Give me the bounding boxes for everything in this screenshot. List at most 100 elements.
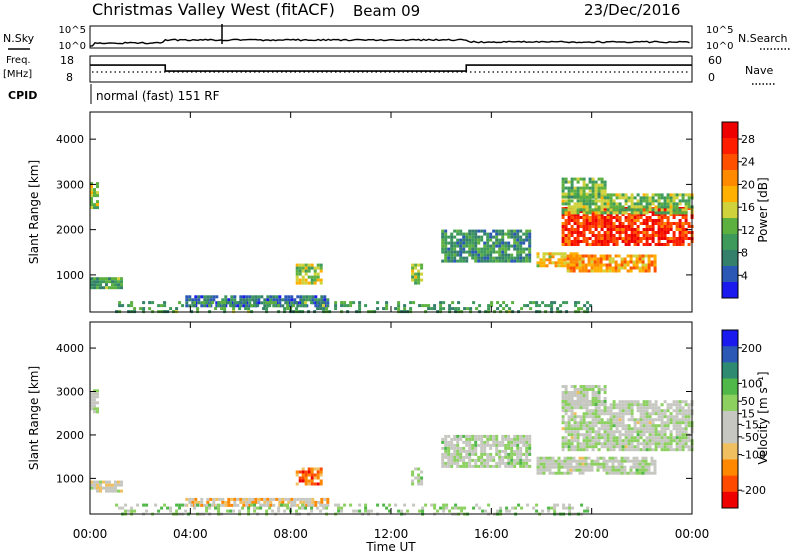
power-echo-cell [456, 244, 460, 248]
velocity-echo-cell [615, 421, 619, 425]
velocity-echo-cell [636, 418, 640, 422]
velocity-echo-cell [358, 503, 362, 507]
power-echo-cell [93, 188, 96, 192]
velocity-echo-cell [666, 403, 670, 407]
velocity-echo-cell [684, 442, 688, 446]
velocity-echo-cell [576, 421, 580, 425]
power-echo-cell [295, 272, 299, 276]
power-echo-cell [447, 247, 451, 251]
velocity-echo-cell [602, 459, 606, 463]
velocity-echo-cell [566, 459, 570, 463]
velocity-echo-cell [644, 456, 648, 460]
velocity-echo-cell [600, 433, 604, 437]
velocity-echo-cell [298, 476, 302, 480]
velocity-echo-cell [580, 503, 584, 507]
power-echo-cell [193, 301, 197, 305]
power-echo-cell [117, 280, 120, 284]
power-echo-cell [450, 259, 454, 263]
power-echo-cell [411, 269, 415, 273]
power-echo-cell [660, 237, 664, 240]
velocity-echo-cell [471, 464, 475, 468]
velocity-echo-cell [230, 497, 234, 501]
velocity-echo-cell [542, 456, 546, 460]
power-echo-cell [675, 225, 679, 228]
power-echo-cell [486, 259, 490, 263]
power-echo-cell [633, 222, 637, 225]
power-echo-cell [313, 272, 317, 276]
velocity-echo-cell [614, 465, 618, 469]
velocity-echo-cell [654, 424, 658, 428]
velocity-echo-cell [638, 471, 642, 475]
power-echo-cell [220, 301, 224, 305]
velocity-echo-cell [597, 403, 601, 407]
velocity-echo-cell [641, 465, 645, 469]
velocity-echo-cell [111, 483, 114, 487]
power-echo-cell [635, 266, 639, 270]
velocity-echo-cell [105, 486, 108, 490]
velocity-echo-cell [465, 434, 469, 438]
power-echo-cell [539, 261, 543, 265]
power-echo-cell [319, 281, 323, 285]
velocity-echo-cell [308, 500, 312, 504]
power-echo-cell [486, 247, 490, 251]
power-echo-cell [462, 250, 466, 254]
velocity-echo-cell [319, 470, 323, 474]
power-echo-cell [477, 235, 481, 239]
velocity-echo-cell [567, 439, 571, 443]
velocity-echo-cell [657, 412, 661, 416]
velocity-echo-cell [594, 445, 598, 449]
velocity-echo-cell [687, 445, 691, 449]
power-echo-cell [519, 256, 523, 260]
power-echo-cell [105, 283, 108, 287]
velocity-echo-cell [323, 497, 327, 501]
power-echo-cell [529, 307, 533, 311]
velocity-echo-cell [594, 436, 598, 440]
velocity-echo-cell [447, 443, 451, 447]
velocity-echo-cell [642, 418, 646, 422]
power-echo-cell [573, 189, 577, 193]
power-echo-cell [510, 256, 514, 260]
power-echo-cell [302, 295, 306, 299]
power-echo-cell [618, 211, 622, 215]
velocity-echo-cell [567, 403, 571, 406]
date-label: 23/Dec/2016 [584, 1, 680, 19]
velocity-colorbar-swatch [722, 362, 738, 379]
velocity-echo-cell [617, 468, 621, 472]
power-echo-cell [672, 208, 676, 212]
velocity-echo-cell [259, 503, 263, 507]
power-echo-cell [588, 202, 592, 206]
velocity-echo-cell [266, 500, 270, 504]
velocity-echo-cell [618, 406, 622, 410]
power-echo-cell [597, 199, 601, 203]
power-echo-cell [185, 298, 189, 302]
velocity-echo-cell [651, 436, 655, 440]
velocity-echo-cell [672, 400, 676, 404]
power-echo-cell [496, 301, 500, 305]
power-echo-cell [278, 295, 282, 299]
power-echo-cell [588, 195, 592, 199]
velocity-echo-cell [663, 412, 667, 416]
power-echo-cell [480, 235, 484, 239]
velocity-echo-cell [582, 397, 586, 400]
velocity-echo-cell [581, 468, 585, 472]
power-echo-cell [570, 216, 574, 219]
velocity-echo-cell [600, 421, 604, 425]
velocity-echo-cell [569, 456, 573, 460]
velocity-echo-cell [606, 445, 610, 449]
velocity-echo-cell [528, 449, 532, 453]
power-echo-cell [212, 295, 216, 299]
velocity-echo-cell [522, 434, 526, 438]
power-echo-cell [139, 307, 143, 311]
velocity-echo-cell [501, 437, 505, 441]
velocity-echo-cell [215, 497, 219, 501]
power-echo-cell [584, 263, 588, 267]
velocity-echo-cell [522, 443, 526, 447]
velocity-echo-cell [245, 497, 249, 501]
power-echo-cell [230, 298, 234, 302]
power-echo-cell [591, 186, 595, 190]
velocity-echo-cell [511, 506, 515, 510]
velocity-echo-cell [505, 509, 509, 513]
power-echo-cell [588, 228, 592, 231]
velocity-echo-cell [232, 509, 236, 513]
velocity-echo-cell [606, 424, 610, 428]
